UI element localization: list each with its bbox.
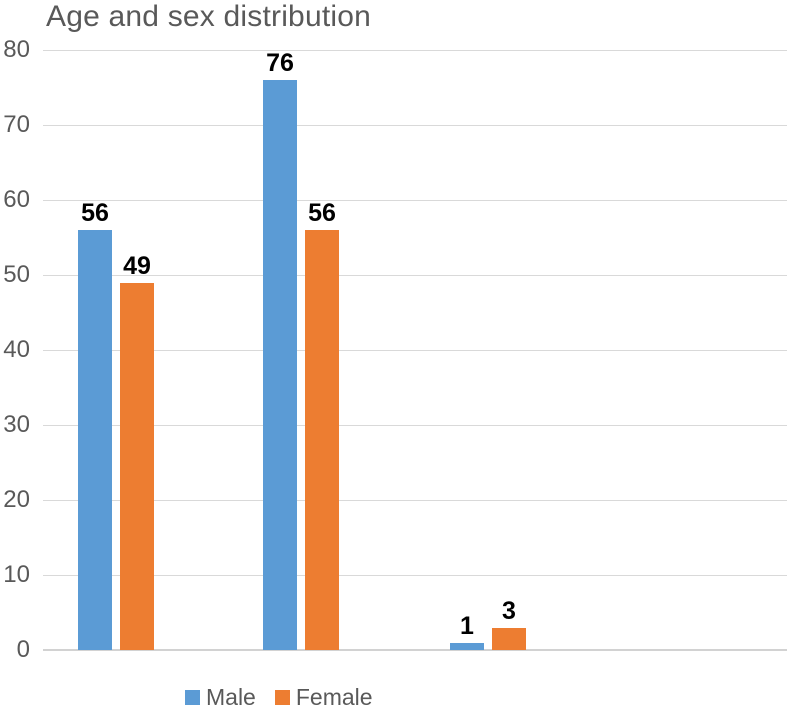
y-tick-label: 40 — [3, 336, 30, 363]
gridline — [43, 500, 787, 501]
gridline — [43, 50, 787, 51]
y-tick-label: 30 — [3, 411, 30, 438]
bar-value-label: 76 — [266, 49, 294, 77]
gridline — [43, 575, 787, 576]
y-tick-label: 50 — [3, 261, 30, 288]
y-tick-label: 10 — [3, 561, 30, 588]
female-swatch-icon — [274, 690, 290, 705]
bar-value-label: 56 — [308, 199, 336, 227]
chart-title: Age and sex distribution — [46, 0, 372, 33]
legend-label-male: Male — [206, 684, 256, 708]
y-tick-label: 60 — [3, 186, 30, 213]
male-swatch-icon — [185, 690, 200, 705]
x-axis-line — [43, 649, 787, 651]
bar-female-group2 — [305, 230, 339, 650]
bar-female-group1 — [120, 282, 154, 650]
y-tick-label: 0 — [16, 636, 30, 663]
bar-value-label: 3 — [502, 596, 516, 625]
legend: Male Female — [185, 684, 373, 708]
gridline — [43, 275, 787, 276]
y-tick-label: 20 — [3, 486, 30, 513]
gridline — [43, 125, 787, 126]
y-tick-label: 80 — [3, 36, 30, 63]
y-tick-label: 70 — [3, 111, 30, 138]
legend-item-male: Male — [185, 684, 256, 708]
bar-value-label: 1 — [460, 611, 474, 640]
legend-item-female: Female — [274, 684, 373, 708]
gridline — [43, 200, 787, 201]
bar-female-group3 — [492, 627, 526, 650]
gridline — [43, 425, 787, 426]
gridline — [43, 350, 787, 351]
bar-male-group2 — [263, 80, 297, 650]
legend-label-female: Female — [295, 684, 373, 708]
bar-male-group3 — [450, 642, 484, 650]
bar-value-label: 49 — [123, 251, 151, 280]
bar-male-group1 — [78, 230, 112, 650]
bar-value-label: 56 — [81, 199, 109, 227]
